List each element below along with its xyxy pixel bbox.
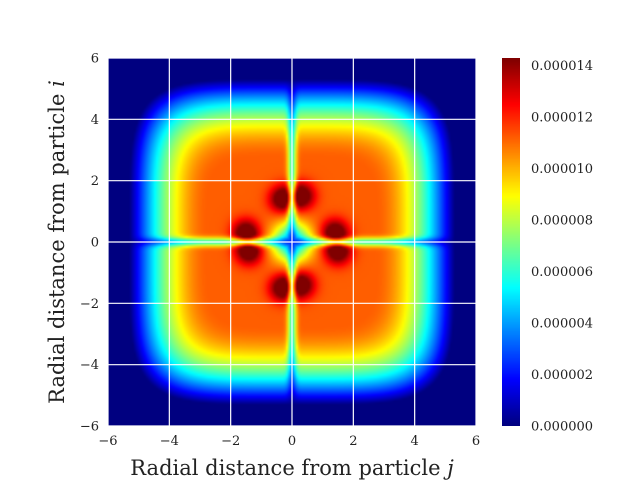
x-tick-label: 6 bbox=[472, 434, 480, 449]
colorbar-tick-label: 0.000002 bbox=[531, 368, 593, 383]
y-tick-label: 6 bbox=[91, 52, 99, 67]
x-axis-label-var: j bbox=[443, 456, 454, 480]
colorbar-ticks: 0.000000 0.000002 0.000004 0.000006 0.000008… bbox=[531, 59, 593, 434]
x-tick-label: −6 bbox=[98, 434, 117, 449]
colorbar-tick-label: 0.000004 bbox=[531, 317, 593, 332]
x-tick-label: −4 bbox=[160, 434, 179, 449]
colorbar-tick-label: 0.000008 bbox=[531, 214, 593, 229]
colorbar: 0.000000 0.000002 0.000004 0.000006 0.000008… bbox=[502, 58, 593, 435]
plot-area bbox=[108, 58, 476, 426]
y-tick-label: 4 bbox=[91, 113, 99, 128]
x-tick-label: 2 bbox=[349, 434, 357, 449]
grid-lines bbox=[108, 58, 476, 426]
y-tick-label: 2 bbox=[91, 174, 99, 189]
y-tick-label: −2 bbox=[80, 297, 99, 312]
colorbar-tick-label: 0.000010 bbox=[531, 162, 593, 177]
y-axis-label-var: i bbox=[45, 80, 69, 87]
colorbar-tick-label: 0.000014 bbox=[531, 59, 593, 74]
colorbar-gradient bbox=[502, 58, 520, 426]
colorbar-tick-label: 0.000000 bbox=[531, 420, 593, 435]
colorbar-tick-label: 0.000012 bbox=[531, 111, 593, 126]
x-tick-label: 4 bbox=[411, 434, 419, 449]
y-tick-label: −6 bbox=[80, 420, 99, 435]
x-axis-label-text: Radial distance from particle bbox=[130, 456, 440, 480]
y-tick-label: −4 bbox=[80, 358, 99, 373]
x-axis-label: Radial distance from particle j bbox=[130, 456, 454, 480]
colorbar-tick-label: 0.000006 bbox=[531, 265, 593, 280]
x-tick-label: −2 bbox=[221, 434, 240, 449]
y-axis-ticks: −6 −4 −2 0 2 4 6 bbox=[80, 52, 99, 435]
x-axis-ticks: −6 −4 −2 0 2 4 6 bbox=[98, 434, 480, 449]
y-axis-label: Radial distance from particle i bbox=[45, 80, 69, 404]
x-tick-label: 0 bbox=[288, 434, 296, 449]
y-tick-label: 0 bbox=[91, 236, 99, 251]
y-axis-label-text: Radial distance from particle bbox=[45, 94, 69, 404]
